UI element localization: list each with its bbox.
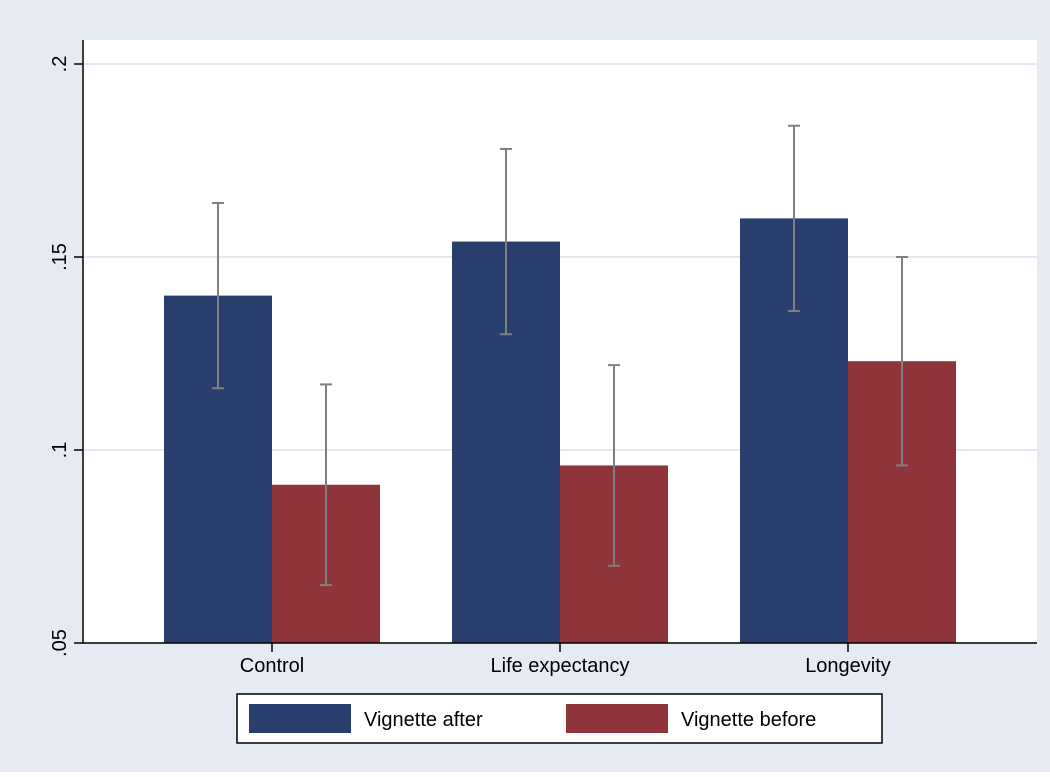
y-tick-label: .05 xyxy=(49,629,71,657)
y-tick-label: .1 xyxy=(49,442,71,459)
legend-item: Vignette after xyxy=(249,704,483,733)
error-bar xyxy=(788,124,800,313)
legend: Vignette after Vignette before xyxy=(236,693,883,744)
error-bar xyxy=(320,383,332,587)
legend-item: Vignette before xyxy=(566,704,816,733)
y-tick-label: .2 xyxy=(49,56,71,73)
legend-swatch xyxy=(249,704,351,733)
error-bars xyxy=(212,124,908,587)
x-tick-label: Longevity xyxy=(805,655,891,677)
y-tick-label: .15 xyxy=(49,243,71,271)
legend-label: Vignette after xyxy=(364,709,483,731)
error-bar xyxy=(896,256,908,467)
legend-swatch xyxy=(566,704,668,733)
legend-label: Vignette before xyxy=(681,709,816,731)
error-bar xyxy=(608,364,620,567)
error-bar xyxy=(212,201,224,390)
error-bar xyxy=(500,147,512,336)
x-tick-label: Control xyxy=(240,655,304,677)
x-tick-label: Life expectancy xyxy=(491,655,630,677)
axes: .05 .1 .15 .2 Control Life expectancy Longevit… xyxy=(49,40,1037,677)
